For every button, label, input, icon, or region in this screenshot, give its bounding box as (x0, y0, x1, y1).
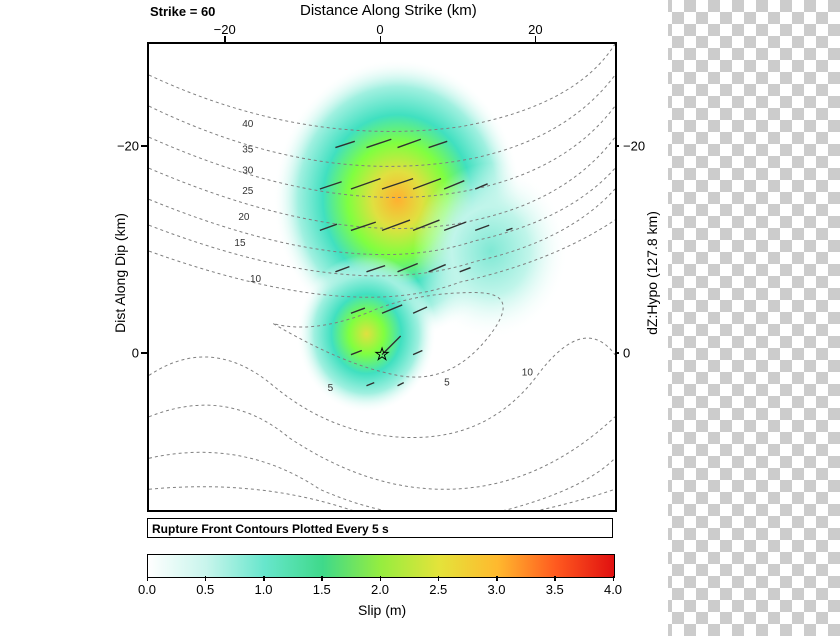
contour-value-label: 10 (522, 367, 534, 378)
x-tick-label: −20 (214, 22, 236, 37)
colorbar-tick-label: 0.5 (196, 582, 214, 597)
contour-value-label: 25 (242, 186, 254, 197)
contour-value-label: 30 (242, 165, 254, 176)
colorbar-tick-mark (147, 576, 149, 581)
slip-map-svg: ★ 40 35 30 25 20 15 10 5 5 10 (149, 44, 615, 510)
contour-line (149, 405, 615, 489)
x-tick-label: 0 (376, 22, 383, 37)
colorbar-tick-label: 3.0 (487, 582, 505, 597)
colorbar-tick-mark (554, 576, 556, 581)
y-tick-label-left: 0 (132, 345, 139, 360)
y-tick-label-right: −20 (623, 138, 645, 153)
colorbar-tick-label: 3.5 (546, 582, 564, 597)
colorbar-tick-label: 1.0 (254, 582, 272, 597)
colorbar-tick-label: 4.0 (604, 582, 622, 597)
y-axis-title-right: dZ:Hypo (127.8 km) (644, 211, 660, 335)
strike-annotation: Strike = 60 (150, 4, 215, 19)
slip-blob (297, 255, 437, 413)
colorbar-tick-label: 2.0 (371, 582, 389, 597)
slip-blob (413, 163, 568, 339)
y-axis-title-left: Dist Along Dip (km) (112, 213, 128, 333)
contour-value-label: 5 (328, 383, 334, 394)
colorbar-title: Slip (m) (358, 602, 406, 618)
colorbar (147, 554, 615, 578)
colorbar-tick-mark (321, 576, 323, 581)
colorbar-tick-label: 2.5 (429, 582, 447, 597)
chart-container: Strike = 60 Distance Along Strike (km) D… (0, 0, 668, 636)
colorbar-tick-mark (438, 576, 440, 581)
contour-value-label: 5 (444, 378, 450, 389)
colorbar-tick-mark (613, 576, 615, 581)
contour-value-label: 15 (234, 238, 246, 249)
hypocenter-star: ★ (375, 347, 389, 364)
x-tick-label: 20 (528, 22, 542, 37)
colorbar-tick-mark (263, 576, 265, 581)
y-tick-label-right: 0 (623, 345, 630, 360)
y-tick-label-left: −20 (117, 138, 139, 153)
contour-value-label: 40 (242, 119, 254, 130)
colorbar-tick-mark (496, 576, 498, 581)
x-axis-title-top: Distance Along Strike (km) (300, 2, 477, 19)
note-frame (147, 518, 613, 538)
contour-value-label: 20 (238, 212, 250, 223)
colorbar-tick-label: 0.0 (138, 582, 156, 597)
main-plot-area: ★ 40 35 30 25 20 15 10 5 5 10 (147, 42, 617, 512)
contour-value-label: 10 (250, 274, 262, 285)
contour-value-label: 35 (242, 145, 254, 156)
colorbar-tick-mark (205, 576, 207, 581)
colorbar-tick-mark (380, 576, 382, 581)
colorbar-tick-label: 1.5 (313, 582, 331, 597)
